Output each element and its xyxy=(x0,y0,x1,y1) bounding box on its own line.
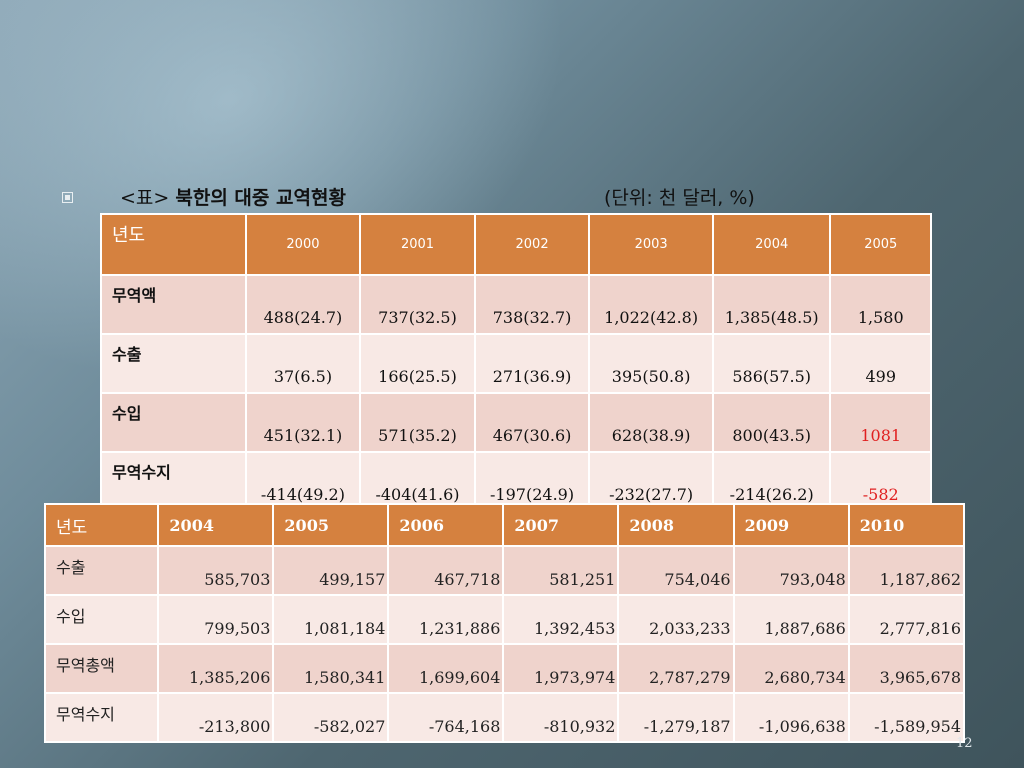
table-row: 수입 799,503 1,081,184 1,231,886 1,392,453… xyxy=(43,594,966,645)
table-cell: -764,168 xyxy=(387,692,505,743)
table-cell: 586(57.5) xyxy=(711,333,832,394)
table-cell: 395(50.8) xyxy=(588,333,714,394)
table-cell: 467(30.6) xyxy=(473,392,591,453)
table-cell: 451(32.1) xyxy=(244,392,362,453)
table-cell: 2,680,734 xyxy=(732,643,850,694)
table-row: 무역액 488(24.7) 737(32.5) 738(32.7) 1,022(… xyxy=(100,274,932,335)
table-cell: -414(49.2) xyxy=(244,451,362,512)
row-label-cell: 무역수지 xyxy=(100,451,247,512)
header-year-cell: 2006 xyxy=(387,503,505,547)
table-cell: 1,022(42.8) xyxy=(588,274,714,335)
table-cell: 1,580 xyxy=(829,274,932,335)
trade-table-2004-2010: 년도 2004 2005 2006 2007 2008 2009 2010 수출… xyxy=(43,503,966,743)
header-year-cell: 2001 xyxy=(359,213,476,276)
table-cell: 738(32.7) xyxy=(473,274,591,335)
row-label-cell: 수출 xyxy=(100,333,247,394)
row-label-cell: 수출 xyxy=(43,545,160,596)
table-row: 무역수지 -414(49.2) -404(41.6) -197(24.9) -2… xyxy=(100,451,932,512)
table-cell: 737(32.5) xyxy=(359,274,476,335)
trade-table-2000-2005: 년도 2000 2001 2002 2003 2004 2005 무역액 488… xyxy=(100,213,932,512)
table-cell: 1,187,862 xyxy=(847,545,966,596)
table-cell: 1,699,604 xyxy=(387,643,505,694)
table-header-row: 년도 2004 2005 2006 2007 2008 2009 2010 xyxy=(43,503,966,547)
header-year-cell: 2002 xyxy=(473,213,591,276)
table-cell: 571(35.2) xyxy=(359,392,476,453)
header-year-cell: 2005 xyxy=(272,503,390,547)
table-cell: -582,027 xyxy=(272,692,390,743)
table-cell: 1,887,686 xyxy=(732,594,850,645)
table-cell: 3,965,678 xyxy=(847,643,966,694)
table-cell: -810,932 xyxy=(502,692,620,743)
table-cell: -1,096,638 xyxy=(732,692,850,743)
header-year-cell: 2008 xyxy=(617,503,735,547)
page-number: 12 xyxy=(956,736,973,751)
table-cell: 1,580,341 xyxy=(272,643,390,694)
header-year-cell: 2000 xyxy=(244,213,362,276)
table-cell: -1,279,187 xyxy=(617,692,735,743)
table-cell: -214(26.2) xyxy=(711,451,832,512)
table-cell: 166(25.5) xyxy=(359,333,476,394)
row-label-cell: 무역액 xyxy=(100,274,247,335)
caption-title: 북한의 대중 교역현황 xyxy=(175,187,346,209)
table-row: 무역총액 1,385,206 1,580,341 1,699,604 1,973… xyxy=(43,643,966,694)
table-cell: 1,392,453 xyxy=(502,594,620,645)
header-year-cell: 2009 xyxy=(732,503,850,547)
table-row: 수입 451(32.1) 571(35.2) 467(30.6) 628(38.… xyxy=(100,392,932,453)
table-cell: 800(43.5) xyxy=(711,392,832,453)
table-cell: 799,503 xyxy=(157,594,275,645)
header-year-cell: 2010 xyxy=(847,503,966,547)
caption-prefix: <표> xyxy=(120,187,170,209)
table-cell: 271(36.9) xyxy=(473,333,591,394)
table-row: 수출 585,703 499,157 467,718 581,251 754,0… xyxy=(43,545,966,596)
table-cell: 499,157 xyxy=(272,545,390,596)
table-cell: -232(27.7) xyxy=(588,451,714,512)
table-cell: 581,251 xyxy=(502,545,620,596)
table-cell: 585,703 xyxy=(157,545,275,596)
table-cell: 1,973,974 xyxy=(502,643,620,694)
table-caption: <표> 북한의 대중 교역현황 xyxy=(120,183,346,210)
table-cell: 488(24.7) xyxy=(244,274,362,335)
table-row: 수출 37(6.5) 166(25.5) 271(36.9) 395(50.8)… xyxy=(100,333,932,394)
table-cell: 754,046 xyxy=(617,545,735,596)
table-cell: 499 xyxy=(829,333,932,394)
table-cell-highlight: -582 xyxy=(829,451,932,512)
row-label-cell: 수입 xyxy=(100,392,247,453)
table-cell: 1,385(48.5) xyxy=(711,274,832,335)
table-header-row: 년도 2000 2001 2002 2003 2004 2005 xyxy=(100,213,932,276)
caption-unit: (단위: 천 달러, %) xyxy=(604,187,755,209)
table-cell: 1,081,184 xyxy=(272,594,390,645)
table-cell: 467,718 xyxy=(387,545,505,596)
table-cell-highlight: 1081 xyxy=(829,392,932,453)
table-cell: 2,033,233 xyxy=(617,594,735,645)
table-cell: 628(38.9) xyxy=(588,392,714,453)
caption-line: <표> 북한의 대중 교역현황 (단위: 천 달러, %) xyxy=(62,183,822,211)
header-label-cell: 년도 xyxy=(43,503,160,547)
header-year-cell: 2003 xyxy=(588,213,714,276)
table-cell: 1,231,886 xyxy=(387,594,505,645)
header-year-cell: 2007 xyxy=(502,503,620,547)
table-row: 무역수지 -213,800 -582,027 -764,168 -810,932… xyxy=(43,692,966,743)
table-cell: 1,385,206 xyxy=(157,643,275,694)
table-cell: 793,048 xyxy=(732,545,850,596)
table-cell: 2,777,816 xyxy=(847,594,966,645)
table-cell: -197(24.9) xyxy=(473,451,591,512)
table-cell: -1,589,954 xyxy=(847,692,966,743)
header-year-cell: 2004 xyxy=(157,503,275,547)
row-label-cell: 무역수지 xyxy=(43,692,160,743)
header-year-cell: 2005 xyxy=(829,213,932,276)
table-cell: -213,800 xyxy=(157,692,275,743)
row-label-cell: 수입 xyxy=(43,594,160,645)
table-cell: 37(6.5) xyxy=(244,333,362,394)
header-year-cell: 2004 xyxy=(711,213,832,276)
square-bullet-icon xyxy=(62,192,73,203)
table-cell: 2,787,279 xyxy=(617,643,735,694)
row-label-cell: 무역총액 xyxy=(43,643,160,694)
header-label-cell: 년도 xyxy=(100,213,247,276)
